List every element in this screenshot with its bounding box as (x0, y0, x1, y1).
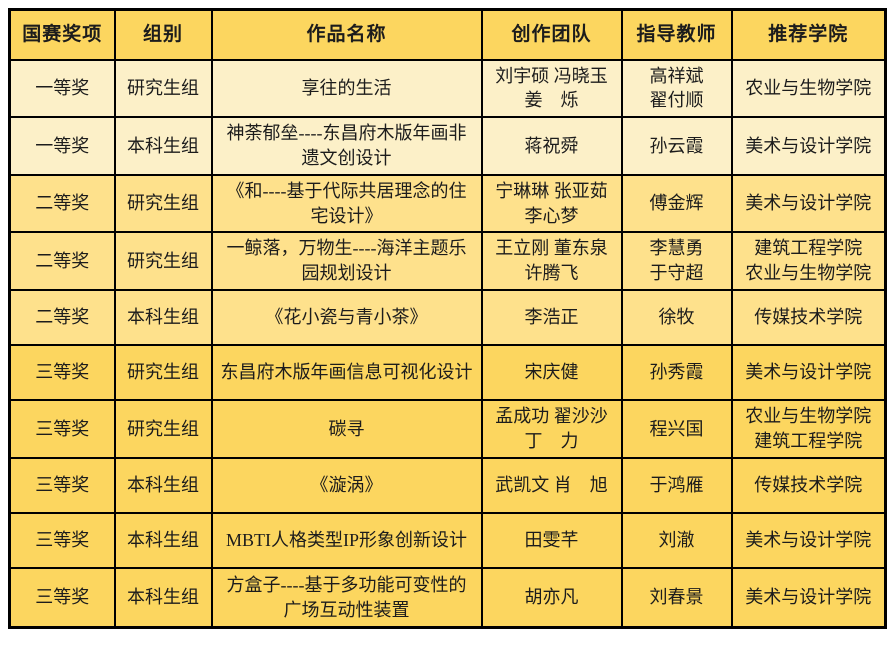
college-cell: 美术与设计学院 (730, 566, 887, 629)
table-row: 一等奖 本科生组 神荼郁垒----东昌府木版年画非遗文创设计 蒋祝舜 孙云霞 美… (8, 116, 887, 176)
team-cell: 孟成功 翟沙沙 丁 力 (480, 399, 623, 459)
teacher-cell: 傅金辉 (620, 173, 733, 234)
college-cell: 美术与设计学院 (730, 344, 887, 402)
group-cell: 本科生组 (113, 566, 213, 629)
college-cell: 美术与设计学院 (730, 116, 887, 176)
award-cell: 三等奖 (8, 456, 116, 514)
table-row: 二等奖 本科生组 《花小瓷与青小茶》 李浩正 徐牧 传媒技术学院 (8, 289, 887, 347)
college-cell: 建筑工程学院 农业与生物学院 (730, 231, 887, 292)
table-row: 三等奖 本科生组 《漩涡》 武凯文 肖 旭 于鸿雁 传媒技术学院 (8, 456, 887, 514)
column-header-team: 创作团队 (480, 8, 623, 61)
group-cell: 研究生组 (113, 399, 213, 459)
column-header-work: 作品名称 (210, 8, 483, 61)
table-row: 二等奖 研究生组 《和----基于代际共居理念的住宅设计》 宁琳琳 张亚茹 李心… (8, 173, 887, 234)
teacher-cell: 高祥斌 翟付顺 (620, 58, 733, 119)
column-header-teacher: 指导教师 (620, 8, 733, 61)
award-cell: 三等奖 (8, 344, 116, 402)
award-cell: 一等奖 (8, 58, 116, 119)
award-cell: 二等奖 (8, 173, 116, 234)
college-cell: 农业与生物学院 建筑工程学院 (730, 399, 887, 459)
group-cell: 研究生组 (113, 58, 213, 119)
table-row: 三等奖 研究生组 碳寻 孟成功 翟沙沙 丁 力 程兴国 农业与生物学院 建筑工程… (8, 399, 887, 459)
table-row: 二等奖 研究生组 一鲸落，万物生----海洋主题乐园规划设计 王立刚 董东泉 许… (8, 231, 887, 292)
work-cell: 神荼郁垒----东昌府木版年画非遗文创设计 (210, 116, 483, 176)
college-cell: 传媒技术学院 (730, 289, 887, 347)
award-cell: 三等奖 (8, 511, 116, 569)
work-cell: 东昌府木版年画信息可视化设计 (210, 344, 483, 402)
work-cell: 方盒子----基于多功能可变性的广场互动性装置 (210, 566, 483, 629)
teacher-cell: 刘澈 (620, 511, 733, 569)
column-header-college: 推荐学院 (730, 8, 887, 61)
teacher-cell: 孙云霞 (620, 116, 733, 176)
college-cell: 农业与生物学院 (730, 58, 887, 119)
column-header-group: 组别 (113, 8, 213, 61)
group-cell: 研究生组 (113, 231, 213, 292)
team-cell: 李浩正 (480, 289, 623, 347)
team-cell: 刘宇硕 冯晓玉 姜 烁 (480, 58, 623, 119)
group-cell: 研究生组 (113, 173, 213, 234)
work-cell: MBTI人格类型IP形象创新设计 (210, 511, 483, 569)
table-row: 一等奖 研究生组 享往的生活 刘宇硕 冯晓玉 姜 烁 高祥斌 翟付顺 农业与生物… (8, 58, 887, 119)
teacher-cell: 程兴国 (620, 399, 733, 459)
awards-table: 国赛奖项 组别 作品名称 创作团队 指导教师 推荐学院 一等奖 研究生组 享往的… (8, 8, 887, 630)
teacher-cell: 李慧勇 于守超 (620, 231, 733, 292)
award-cell: 二等奖 (8, 231, 116, 292)
college-cell: 美术与设计学院 (730, 511, 887, 569)
team-cell: 宋庆健 (480, 344, 623, 402)
work-cell: 《漩涡》 (210, 456, 483, 514)
table-row: 三等奖 本科生组 方盒子----基于多功能可变性的广场互动性装置 胡亦凡 刘春景… (8, 566, 887, 629)
award-cell: 二等奖 (8, 289, 116, 347)
work-cell: 《和----基于代际共居理念的住宅设计》 (210, 173, 483, 234)
work-cell: 碳寻 (210, 399, 483, 459)
team-cell: 蒋祝舜 (480, 116, 623, 176)
award-cell: 三等奖 (8, 566, 116, 629)
team-cell: 武凯文 肖 旭 (480, 456, 623, 514)
teacher-cell: 徐牧 (620, 289, 733, 347)
award-cell: 三等奖 (8, 399, 116, 459)
award-cell: 一等奖 (8, 116, 116, 176)
teacher-cell: 于鸿雁 (620, 456, 733, 514)
group-cell: 本科生组 (113, 289, 213, 347)
team-cell: 王立刚 董东泉 许腾飞 (480, 231, 623, 292)
college-cell: 美术与设计学院 (730, 173, 887, 234)
group-cell: 本科生组 (113, 511, 213, 569)
column-header-award: 国赛奖项 (8, 8, 116, 61)
team-cell: 宁琳琳 张亚茹 李心梦 (480, 173, 623, 234)
college-cell: 传媒技术学院 (730, 456, 887, 514)
group-cell: 本科生组 (113, 456, 213, 514)
group-cell: 本科生组 (113, 116, 213, 176)
team-cell: 田雯芊 (480, 511, 623, 569)
teacher-cell: 孙秀霞 (620, 344, 733, 402)
group-cell: 研究生组 (113, 344, 213, 402)
work-cell: 《花小瓷与青小茶》 (210, 289, 483, 347)
table-row: 三等奖 研究生组 东昌府木版年画信息可视化设计 宋庆健 孙秀霞 美术与设计学院 (8, 344, 887, 402)
work-cell: 享往的生活 (210, 58, 483, 119)
table-row: 三等奖 本科生组 MBTI人格类型IP形象创新设计 田雯芊 刘澈 美术与设计学院 (8, 511, 887, 569)
team-cell: 胡亦凡 (480, 566, 623, 629)
teacher-cell: 刘春景 (620, 566, 733, 629)
header-row: 国赛奖项 组别 作品名称 创作团队 指导教师 推荐学院 (8, 8, 887, 61)
work-cell: 一鲸落，万物生----海洋主题乐园规划设计 (210, 231, 483, 292)
